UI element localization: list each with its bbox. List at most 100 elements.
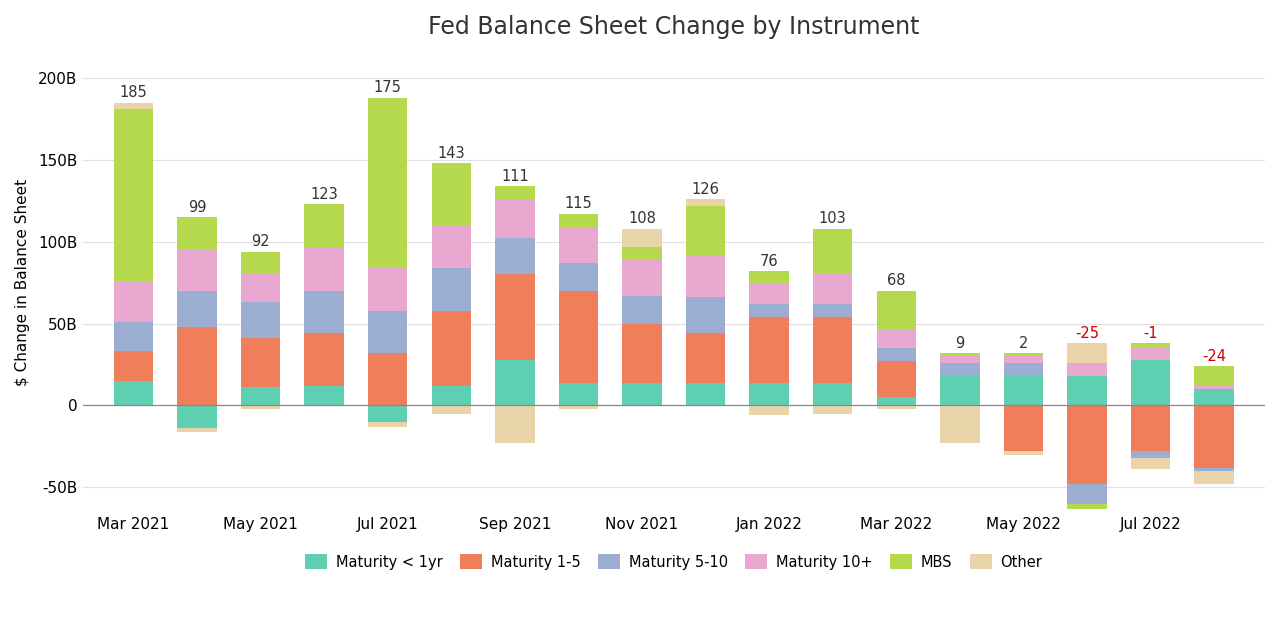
Bar — [1004, 356, 1043, 363]
Bar — [813, 406, 852, 413]
Text: 103: 103 — [819, 211, 846, 226]
Bar — [1194, 366, 1234, 386]
Bar — [241, 303, 280, 338]
Bar — [686, 199, 726, 206]
Bar — [305, 386, 344, 406]
Y-axis label: $ Change in Balance Sheet: $ Change in Balance Sheet — [15, 179, 29, 387]
Bar — [749, 317, 788, 383]
Text: 108: 108 — [628, 211, 655, 226]
Bar — [178, 291, 216, 327]
Bar — [114, 109, 154, 281]
Bar — [114, 322, 154, 351]
Bar — [1130, 458, 1170, 469]
Bar — [686, 383, 726, 406]
Bar — [1068, 406, 1107, 484]
Bar — [1004, 376, 1043, 406]
Bar — [495, 360, 535, 406]
Title: Fed Balance Sheet Change by Instrument: Fed Balance Sheet Change by Instrument — [428, 15, 919, 39]
Bar — [559, 406, 598, 409]
Bar — [178, 217, 216, 250]
Bar — [369, 422, 407, 427]
Bar — [749, 383, 788, 406]
Bar — [495, 238, 535, 274]
Bar — [559, 291, 598, 383]
Bar — [1068, 484, 1107, 504]
Bar — [431, 268, 471, 310]
Legend: Maturity < 1yr, Maturity 1-5, Maturity 5-10, Maturity 10+, MBS, Other: Maturity < 1yr, Maturity 1-5, Maturity 5… — [300, 549, 1048, 576]
Bar — [178, 250, 216, 291]
Bar — [686, 333, 726, 383]
Bar — [622, 260, 662, 296]
Bar — [495, 274, 535, 360]
Bar — [559, 383, 598, 406]
Bar — [369, 406, 407, 422]
Bar — [495, 406, 535, 443]
Bar — [241, 273, 280, 303]
Text: 76: 76 — [760, 254, 778, 269]
Text: 143: 143 — [438, 146, 465, 161]
Bar — [114, 351, 154, 381]
Bar — [1004, 406, 1043, 451]
Text: 175: 175 — [374, 80, 402, 96]
Text: 126: 126 — [691, 181, 719, 197]
Bar — [305, 248, 344, 291]
Bar — [877, 362, 916, 397]
Bar — [1130, 347, 1170, 360]
Text: 185: 185 — [119, 85, 147, 100]
Text: -1: -1 — [1143, 326, 1158, 341]
Bar — [622, 247, 662, 260]
Bar — [877, 348, 916, 362]
Bar — [940, 376, 979, 406]
Bar — [559, 263, 598, 291]
Bar — [369, 97, 407, 268]
Bar — [305, 204, 344, 248]
Bar — [940, 356, 979, 363]
Bar — [877, 329, 916, 348]
Bar — [241, 251, 280, 273]
Bar — [622, 229, 662, 247]
Bar — [813, 274, 852, 304]
Bar — [813, 383, 852, 406]
Bar — [178, 428, 216, 431]
Text: 123: 123 — [310, 187, 338, 202]
Bar — [813, 304, 852, 317]
Bar — [431, 386, 471, 406]
Bar — [1130, 406, 1170, 451]
Bar — [369, 353, 407, 406]
Text: 2: 2 — [1019, 336, 1028, 351]
Bar — [622, 383, 662, 406]
Bar — [877, 397, 916, 406]
Bar — [686, 255, 726, 297]
Text: -24: -24 — [1202, 349, 1226, 363]
Bar — [1194, 389, 1234, 406]
Text: 111: 111 — [500, 169, 529, 183]
Bar — [1194, 406, 1234, 468]
Bar — [178, 406, 216, 428]
Bar — [749, 304, 788, 317]
Bar — [241, 387, 280, 406]
Bar — [114, 281, 154, 322]
Bar — [1068, 363, 1107, 376]
Bar — [1130, 451, 1170, 458]
Text: 92: 92 — [251, 234, 270, 249]
Bar — [431, 163, 471, 226]
Bar — [749, 271, 788, 285]
Bar — [369, 310, 407, 353]
Bar — [559, 227, 598, 263]
Bar — [622, 296, 662, 324]
Bar — [431, 310, 471, 386]
Text: 9: 9 — [955, 336, 965, 351]
Bar — [431, 226, 471, 268]
Bar — [622, 324, 662, 383]
Bar — [495, 186, 535, 199]
Bar — [749, 406, 788, 415]
Bar — [749, 285, 788, 304]
Text: 115: 115 — [564, 196, 593, 212]
Bar — [1068, 504, 1107, 509]
Bar — [1194, 471, 1234, 484]
Text: 68: 68 — [887, 274, 905, 288]
Bar — [1194, 468, 1234, 471]
Text: -25: -25 — [1075, 326, 1100, 341]
Bar — [495, 199, 535, 238]
Bar — [305, 291, 344, 333]
